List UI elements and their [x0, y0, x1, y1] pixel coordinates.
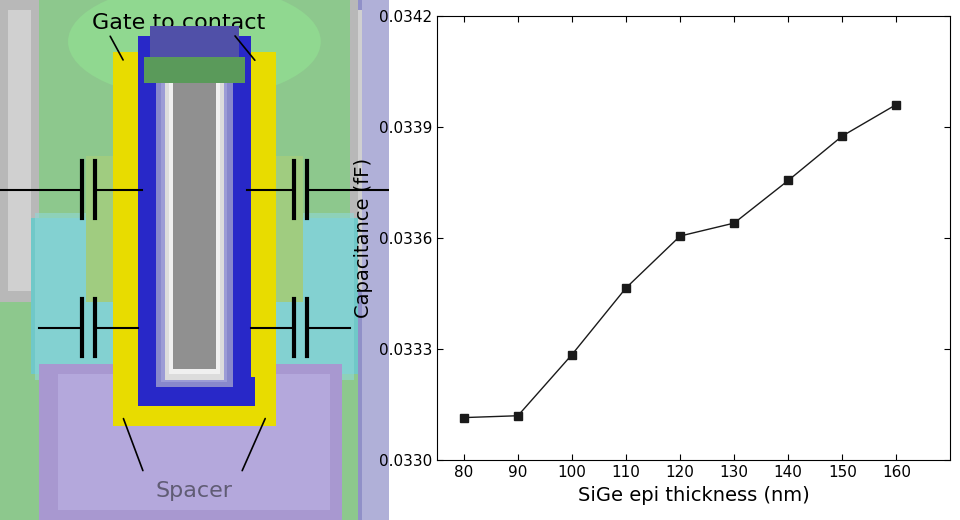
Bar — [59, 374, 330, 510]
Bar — [229, 52, 251, 406]
Bar — [169, 57, 220, 374]
Bar — [112, 395, 276, 426]
Bar — [161, 55, 228, 382]
Bar — [362, 0, 389, 520]
Bar — [247, 52, 276, 426]
Bar — [85, 156, 125, 302]
Bar — [31, 218, 121, 374]
Bar — [8, 10, 31, 291]
Bar — [268, 218, 358, 374]
Bar — [156, 52, 233, 387]
Bar — [264, 156, 303, 302]
Bar — [138, 36, 251, 68]
X-axis label: SiGe epi thickness (nm): SiGe epi thickness (nm) — [578, 486, 809, 504]
Ellipse shape — [68, 0, 321, 99]
Bar — [138, 52, 159, 406]
Bar — [165, 57, 224, 380]
Bar — [173, 57, 216, 369]
Y-axis label: Capacitance (fF): Capacitance (fF) — [354, 158, 373, 318]
Bar — [38, 364, 342, 520]
Bar — [35, 213, 116, 380]
Bar — [138, 377, 254, 406]
Bar — [0, 0, 38, 302]
Bar — [358, 10, 381, 291]
Bar — [358, 0, 389, 520]
Bar — [349, 0, 389, 302]
Bar — [150, 26, 239, 62]
Bar — [144, 57, 245, 83]
Bar — [112, 52, 142, 426]
Text: Gate to contact: Gate to contact — [92, 14, 266, 33]
Bar — [273, 213, 354, 380]
Text: Spacer: Spacer — [156, 482, 233, 501]
